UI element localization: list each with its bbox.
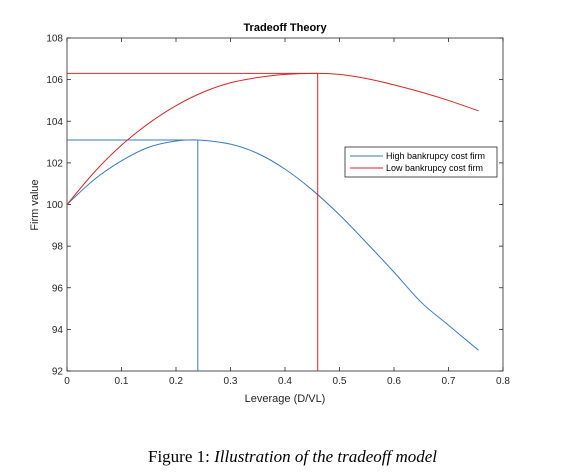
y-tick-label: 100 [46, 200, 63, 211]
y-tick-label: 104 [46, 117, 63, 128]
series-line-1 [66, 72, 479, 205]
x-axis-label: Leverage (D/VL) [245, 393, 326, 405]
x-tick-label: 0.6 [387, 376, 401, 387]
caption-text: Illustration of the tradeoff model [214, 447, 437, 466]
y-tick-label: 92 [52, 367, 64, 378]
legend-label: Low bankrupcy cost firm [386, 163, 483, 173]
x-tick-label: 0.1 [115, 376, 129, 387]
caption-prefix: Figure 1: [148, 447, 210, 466]
y-axis-label: Firm value [29, 179, 41, 230]
x-tick-label: 0.7 [442, 376, 456, 387]
y-tick-label: 102 [46, 158, 63, 169]
y-tick-label: 94 [52, 325, 64, 336]
x-tick-label: 0.5 [333, 376, 347, 387]
y-tick-label: 106 [46, 75, 63, 86]
figure-caption: Figure 1: Illustration of the tradeoff m… [0, 447, 585, 467]
chart-title: Tradeoff Theory [243, 22, 327, 34]
axes-box [66, 37, 504, 372]
x-tick-label: 0.2 [169, 376, 183, 387]
chart: Tradeoff Theory Leverage (D/VL) Firm val… [29, 22, 510, 405]
x-tick-label: 0.4 [278, 376, 292, 387]
legend: High bankrupcy cost firm Low bankrupcy co… [344, 146, 498, 178]
x-tick-label: 0.3 [224, 376, 238, 387]
y-tick-label: 96 [52, 283, 64, 294]
series-line-0 [66, 139, 479, 351]
legend-label: High bankrupcy cost firm [386, 151, 485, 161]
y-tick-label: 98 [52, 242, 64, 253]
y-tick-label: 108 [46, 34, 63, 45]
x-tick-label: 0 [64, 376, 70, 387]
x-tick-label: 0.8 [496, 376, 510, 387]
plot-area: 0 0.1 0.2 0.3 0.4 0.5 0.6 0.7 0.8 92 94 96 98 100 102 1… [46, 34, 510, 388]
legend-box [344, 146, 498, 178]
